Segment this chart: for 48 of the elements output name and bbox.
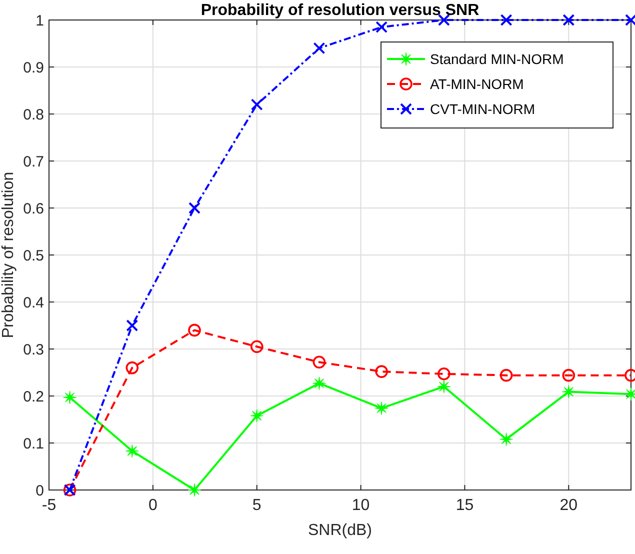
- legend-label: Standard MIN-NORM: [430, 50, 564, 67]
- point: [500, 368, 513, 382]
- point: [374, 401, 388, 416]
- point: [437, 380, 451, 394]
- x-tick-label: 20: [560, 497, 578, 514]
- y-tick-label: 0.1: [23, 435, 44, 452]
- y-tick-label: 0.5: [23, 247, 44, 264]
- x-tick-label: 0: [148, 497, 158, 514]
- point: [126, 320, 138, 332]
- point: [376, 21, 388, 34]
- point: [188, 324, 201, 337]
- point: [313, 42, 326, 54]
- point: [562, 384, 576, 399]
- point: [62, 390, 77, 404]
- point: [312, 356, 326, 369]
- x-tick-label: -5: [42, 497, 56, 514]
- y-tick-label: 1: [36, 12, 44, 30]
- y-tick-label: 0.3: [23, 341, 44, 358]
- point: [188, 483, 202, 497]
- chart-title: Probability of resolution versus SNR: [200, 2, 480, 19]
- y-tick-label: 0: [36, 482, 44, 500]
- point: [438, 14, 450, 26]
- point: [250, 340, 264, 354]
- point: [250, 408, 264, 423]
- point: [562, 14, 575, 26]
- point: [188, 202, 200, 214]
- legend-label: AT-MIN-NORM: [430, 76, 524, 92]
- point: [250, 98, 263, 111]
- point: [438, 368, 450, 380]
- y-tick-label: 0.4: [23, 294, 44, 312]
- point: [312, 376, 326, 390]
- x-tick-label: 10: [352, 497, 370, 514]
- y-tick-label: 0.2: [23, 388, 44, 406]
- y-axis-title: Probability of resolution: [0, 172, 17, 338]
- y-tick-label: 0.6: [23, 200, 44, 218]
- y-tick-label: 0.8: [23, 106, 44, 124]
- point: [126, 361, 139, 374]
- y-tick-label: 0.9: [23, 59, 44, 76]
- y-tick-label: 0.7: [23, 153, 44, 170]
- point: [375, 365, 388, 378]
- point: [562, 368, 576, 382]
- legend-label: CVT-MIN-NORM: [430, 100, 535, 117]
- point: [499, 432, 514, 446]
- x-tick-label: 5: [252, 497, 262, 514]
- x-tick-label: 15: [456, 497, 474, 514]
- point: [125, 444, 139, 458]
- point: [500, 14, 512, 26]
- x-axis-title: SNR(dB): [308, 522, 372, 539]
